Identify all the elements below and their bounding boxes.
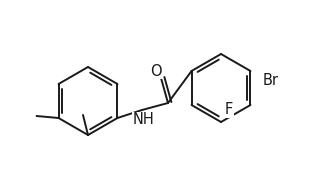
Text: NH: NH [133, 112, 155, 128]
Text: O: O [150, 63, 162, 79]
Text: F: F [225, 102, 233, 118]
Text: Br: Br [262, 73, 278, 89]
